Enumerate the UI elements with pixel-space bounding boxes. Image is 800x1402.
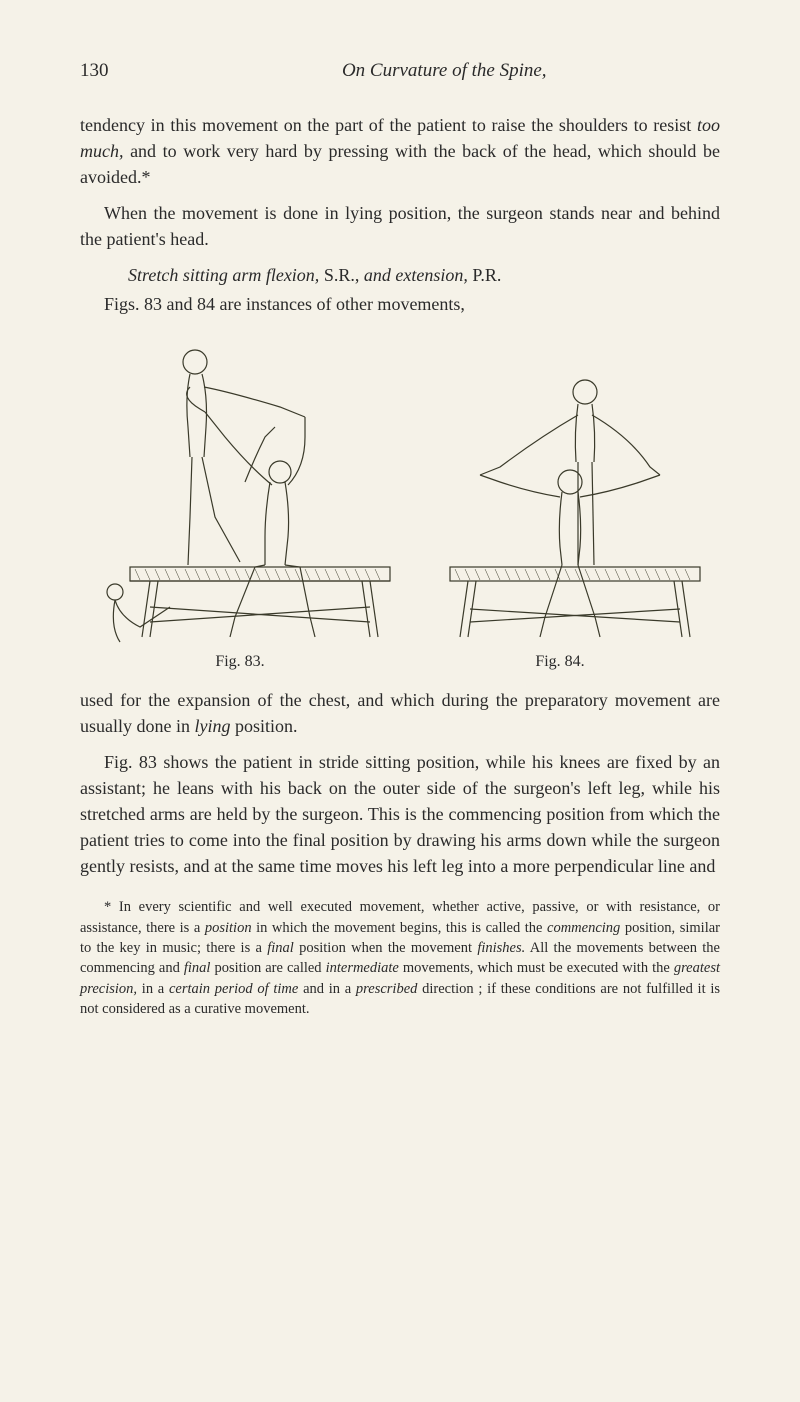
text: movements, which must be executed with t… [399, 960, 674, 976]
page: 130 On Curvature of the Spine, tendency … [0, 0, 800, 1084]
fig84-caption: Fig. 84. [535, 653, 584, 671]
text: in which the movement begins, this is ca… [252, 920, 547, 936]
figure-83 [80, 337, 410, 647]
emphasis: Stretch sitting arm flexion, [128, 265, 319, 285]
emphasis: certain period of time [169, 981, 298, 997]
figure-captions: Fig. 83. Fig. 84. [80, 653, 720, 671]
text: in a [137, 981, 169, 997]
page-title: On Curvature of the Spine, [169, 60, 721, 82]
emphasis: position [205, 920, 252, 936]
emphasis: interme­diate [326, 960, 399, 976]
emphasis: lying [195, 716, 231, 736]
paragraph-1: tendency in this movement on the part of… [80, 112, 720, 190]
text: used for the expansion of the chest, and… [80, 690, 720, 736]
page-number: 130 [80, 60, 109, 82]
emphasis: final [184, 960, 211, 976]
paragraph-4: Figs. 83 and 84 are instances of other m… [80, 291, 720, 317]
emphasis: finishes. [477, 940, 525, 956]
footnote: * In every scientific and well executed … [80, 897, 720, 1019]
emphasis: final [267, 940, 294, 956]
text: position when the movement [294, 940, 477, 956]
text: position. [231, 716, 298, 736]
text: position are called [210, 960, 325, 976]
text: tendency in this movement on the part of… [80, 115, 697, 135]
text: and in a [298, 981, 356, 997]
figures-row [80, 337, 720, 647]
page-header: 130 On Curvature of the Spine, [80, 60, 720, 82]
paragraph-5: used for the expansion of the chest, and… [80, 687, 720, 739]
text: S.R., [319, 265, 364, 285]
emphasis: prescribed [356, 981, 417, 997]
paragraph-2: When the movement is done in lying posit… [80, 200, 720, 252]
emphasis: and extension, [364, 265, 468, 285]
figure-84 [430, 337, 720, 647]
paragraph-3: Stretch sitting arm flexion, S.R., and e… [80, 262, 720, 288]
emphasis: commencing [547, 920, 620, 936]
text: P.R. [468, 265, 502, 285]
fig83-caption: Fig. 83. [215, 653, 264, 671]
paragraph-6: Fig. 83 shows the patient in stride sitt… [80, 749, 720, 879]
text: and to work very hard by pressing with t… [80, 141, 720, 187]
